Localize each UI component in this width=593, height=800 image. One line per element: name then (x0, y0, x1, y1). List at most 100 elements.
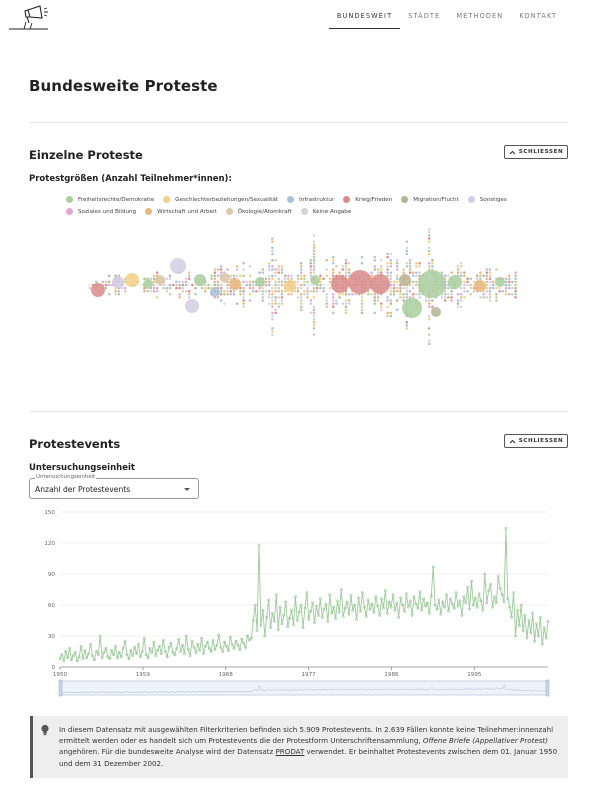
protest-bubble[interactable] (284, 280, 296, 292)
protest-dot[interactable] (251, 280, 255, 284)
data-point[interactable] (429, 594, 433, 598)
protest-dot[interactable] (479, 271, 482, 274)
protest-dot[interactable] (466, 277, 469, 281)
protest-dot[interactable] (264, 283, 268, 287)
protest-dot[interactable] (335, 302, 338, 305)
protest-beeswarm-chart[interactable] (60, 222, 545, 352)
protest-dot[interactable] (450, 299, 453, 302)
protest-dot[interactable] (248, 265, 252, 268)
protest-dot[interactable] (181, 286, 185, 290)
protest-dot[interactable] (475, 277, 479, 281)
data-point[interactable] (345, 600, 349, 604)
protest-dot[interactable] (495, 293, 498, 296)
protest-dot[interactable] (277, 265, 281, 268)
data-point[interactable] (270, 611, 274, 615)
protest-dot[interactable] (344, 293, 348, 296)
protest-dot[interactable] (274, 289, 277, 293)
protest-dot[interactable] (386, 252, 389, 256)
data-point[interactable] (481, 608, 485, 612)
protest-dot[interactable] (299, 265, 303, 268)
protest-dot[interactable] (463, 271, 466, 274)
protest-dot[interactable] (162, 283, 165, 287)
protest-dot[interactable] (303, 274, 306, 277)
protest-dot[interactable] (488, 299, 492, 302)
protest-dot[interactable] (226, 293, 229, 296)
data-point[interactable] (420, 608, 424, 612)
protest-bubble[interactable] (170, 258, 186, 274)
data-point[interactable] (117, 651, 121, 654)
data-point[interactable] (184, 634, 188, 638)
protest-dot[interactable] (427, 231, 431, 234)
data-point[interactable] (251, 619, 255, 622)
protest-dot[interactable] (101, 280, 105, 284)
data-point[interactable] (366, 598, 370, 602)
protest-dot[interactable] (213, 280, 217, 284)
protest-dot[interactable] (287, 277, 290, 281)
protest-dot[interactable] (411, 280, 415, 284)
protest-dot[interactable] (427, 237, 431, 240)
protest-dot[interactable] (107, 280, 111, 284)
protest-dot[interactable] (261, 289, 265, 293)
protest-dot[interactable] (344, 308, 348, 312)
data-point[interactable] (535, 622, 538, 626)
data-point[interactable] (542, 626, 546, 630)
protest-bubble[interactable] (448, 275, 462, 289)
protest-dot[interactable] (482, 293, 485, 296)
protest-dot[interactable] (408, 283, 412, 287)
protest-dot[interactable] (389, 277, 393, 281)
protest-dot[interactable] (427, 333, 431, 336)
protest-dot[interactable] (277, 289, 281, 293)
protest-dot[interactable] (325, 258, 329, 262)
protest-dot[interactable] (200, 286, 204, 290)
protest-dot[interactable] (405, 262, 409, 265)
protest-dot[interactable] (485, 271, 489, 274)
protest-dot[interactable] (277, 277, 281, 281)
protest-dot[interactable] (315, 289, 319, 293)
protest-dot[interactable] (418, 274, 421, 277)
protest-dot[interactable] (309, 258, 313, 262)
protest-dot[interactable] (392, 283, 396, 287)
protest-dot[interactable] (386, 265, 389, 268)
protest-dot[interactable] (344, 302, 348, 305)
data-point[interactable] (79, 644, 83, 648)
protest-dot[interactable] (344, 265, 348, 268)
protest-dot[interactable] (271, 286, 274, 290)
data-point[interactable] (236, 643, 240, 647)
protest-dot[interactable] (379, 271, 383, 274)
data-point[interactable] (362, 605, 366, 609)
protest-dot[interactable] (411, 286, 415, 290)
protest-dot[interactable] (280, 299, 284, 302)
data-point[interactable] (448, 597, 452, 601)
data-point[interactable] (72, 654, 75, 658)
protest-dot[interactable] (341, 268, 345, 271)
protest-dot[interactable] (328, 280, 332, 284)
protest-dot[interactable] (277, 283, 281, 287)
data-point[interactable] (81, 657, 85, 661)
protest-dot[interactable] (261, 286, 265, 290)
data-point[interactable] (91, 654, 94, 658)
data-point[interactable] (217, 633, 221, 637)
protest-dot[interactable] (309, 268, 313, 271)
protest-dot[interactable] (287, 274, 290, 277)
protest-dot[interactable] (274, 271, 277, 274)
data-point[interactable] (200, 636, 204, 640)
data-point[interactable] (418, 590, 422, 594)
protest-dot[interactable] (443, 296, 447, 299)
protest-dot[interactable] (271, 302, 274, 305)
data-point[interactable] (234, 639, 238, 643)
data-point[interactable] (248, 638, 251, 642)
protest-dot[interactable] (488, 293, 492, 296)
protest-dot[interactable] (178, 283, 181, 287)
data-point[interactable] (263, 634, 267, 638)
protest-dot[interactable] (443, 274, 447, 277)
protest-dot[interactable] (296, 280, 300, 284)
protest-dot[interactable] (507, 283, 511, 287)
protest-dot[interactable] (514, 293, 517, 296)
protest-dot[interactable] (248, 299, 252, 302)
protest-dot[interactable] (290, 293, 293, 296)
data-point[interactable] (89, 642, 93, 646)
protest-dot[interactable] (271, 333, 274, 336)
protest-dot[interactable] (149, 277, 153, 281)
protest-dot[interactable] (299, 293, 303, 296)
protest-dot[interactable] (456, 299, 460, 302)
